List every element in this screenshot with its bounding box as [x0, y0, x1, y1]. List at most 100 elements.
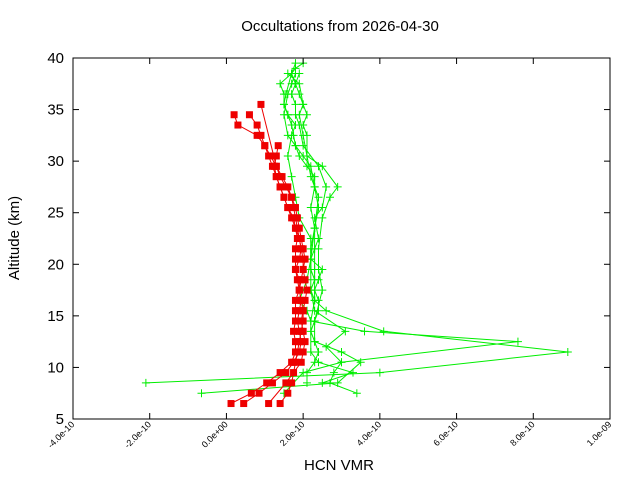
- data-point: [290, 358, 298, 366]
- data-point: [310, 337, 319, 346]
- data-point: [333, 182, 342, 191]
- data-point: [253, 131, 261, 139]
- data-point: [297, 317, 305, 325]
- data-point: [314, 162, 323, 171]
- red-profile-2: [270, 142, 307, 408]
- data-point: [291, 265, 299, 273]
- data-point: [287, 172, 296, 181]
- data-point: [318, 213, 327, 222]
- data-point: [337, 358, 346, 367]
- data-point: [310, 244, 319, 253]
- data-point: [227, 400, 235, 408]
- data-point: [279, 110, 288, 119]
- data-point: [322, 342, 331, 351]
- data-point: [322, 306, 331, 315]
- data-point: [291, 296, 299, 304]
- data-point: [261, 142, 269, 150]
- series-line: [283, 73, 518, 394]
- data-point: [295, 286, 303, 294]
- data-point: [310, 224, 319, 233]
- chart-title: Occultations from 2026-04-30: [241, 18, 439, 35]
- data-point: [297, 235, 305, 242]
- plot-series: [141, 59, 572, 408]
- y-tick-label: 40: [47, 50, 64, 67]
- data-point: [291, 100, 300, 109]
- data-point: [306, 172, 315, 181]
- data-point: [247, 389, 255, 397]
- data-point: [314, 203, 323, 212]
- data-point: [272, 173, 280, 181]
- x-tick-label: 1.0e-09: [585, 419, 614, 448]
- data-point: [299, 151, 308, 160]
- data-point: [301, 338, 309, 346]
- data-point: [290, 327, 298, 335]
- data-point: [274, 142, 282, 150]
- data-point: [295, 224, 303, 232]
- data-point: [299, 100, 308, 109]
- data-point: [245, 111, 253, 119]
- data-point: [306, 317, 315, 326]
- data-point: [283, 90, 292, 99]
- data-point: [295, 255, 303, 263]
- data-point: [253, 121, 261, 129]
- data-point: [299, 348, 307, 356]
- data-point: [563, 347, 572, 356]
- y-tick-label: 15: [47, 308, 64, 325]
- data-point: [295, 307, 303, 315]
- data-point: [272, 162, 280, 170]
- data-point: [297, 296, 305, 304]
- data-point: [314, 347, 323, 356]
- data-point: [314, 234, 323, 243]
- data-point: [276, 400, 284, 408]
- data-point: [240, 400, 248, 408]
- data-point: [297, 276, 305, 284]
- data-point: [283, 131, 292, 140]
- data-point: [303, 286, 311, 294]
- plot-frame: [72, 57, 611, 420]
- data-point: [310, 182, 319, 191]
- green-profile-6: [279, 69, 358, 387]
- y-tick-label: 25: [47, 205, 64, 222]
- data-point: [299, 368, 308, 377]
- x-tick-label: 6.0e-10: [431, 419, 460, 448]
- data-point: [299, 131, 308, 140]
- green-profile-4: [279, 69, 522, 398]
- x-tick-label: 0.0e+00: [200, 419, 230, 449]
- data-point: [288, 193, 296, 201]
- data-point: [288, 379, 296, 387]
- data-point: [295, 348, 303, 356]
- data-point: [282, 379, 290, 387]
- data-point: [349, 368, 358, 377]
- y-tick-label: 30: [47, 153, 64, 170]
- data-point: [287, 79, 296, 88]
- data-point: [276, 79, 285, 88]
- data-point: [263, 379, 271, 387]
- data-point: [272, 152, 280, 160]
- data-point: [284, 389, 292, 397]
- data-point: [299, 327, 307, 335]
- data-point: [295, 327, 303, 335]
- data-point: [234, 121, 242, 129]
- data-point: [295, 121, 304, 130]
- data-point: [293, 276, 301, 284]
- data-point: [197, 389, 206, 398]
- data-point: [295, 79, 304, 88]
- data-point: [375, 368, 384, 377]
- data-point: [295, 110, 304, 119]
- data-point: [513, 337, 522, 346]
- data-point: [306, 162, 315, 171]
- data-point: [337, 347, 346, 356]
- y-tick-label: 35: [47, 102, 64, 119]
- data-point: [291, 141, 300, 150]
- data-point: [310, 265, 319, 274]
- data-point: [301, 296, 309, 304]
- series-line: [283, 63, 323, 383]
- data-point: [318, 378, 327, 387]
- x-tick-label: 2.0e-10: [278, 419, 307, 448]
- data-point: [314, 193, 323, 202]
- data-point: [282, 369, 290, 377]
- data-point: [291, 338, 299, 346]
- data-point: [379, 327, 388, 336]
- data-point: [291, 204, 299, 212]
